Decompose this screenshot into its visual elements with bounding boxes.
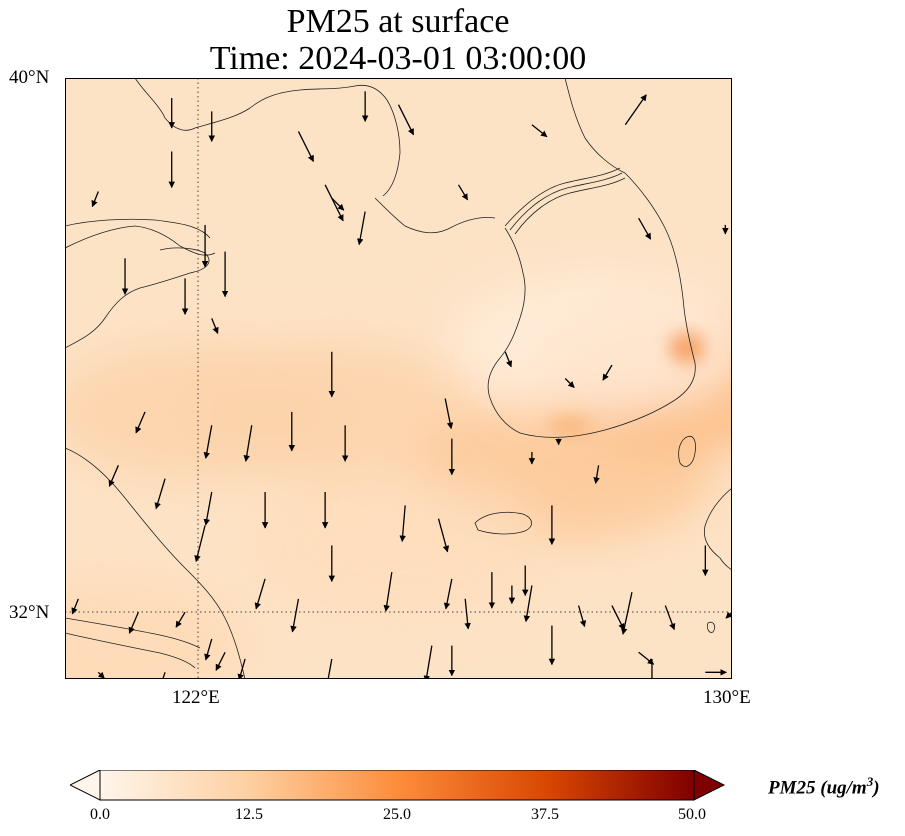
wind-vectors (71, 91, 732, 679)
wind-vector-45 (523, 585, 533, 623)
colorbar-tick-2: 25.0 (383, 806, 411, 823)
wind-vector-27 (243, 425, 253, 462)
wind-vector-47 (611, 605, 625, 631)
wind-vector-56 (254, 578, 266, 610)
korea-border (504, 167, 626, 235)
colorbar-label-text: PM25 (ug/m (768, 777, 867, 799)
wind-vector-35 (203, 491, 213, 526)
wind-vector-5 (531, 124, 548, 138)
kyushu-coast (703, 487, 732, 571)
wind-vector-46 (577, 605, 587, 628)
colorbar-label: PM25 (ug/m3) (768, 774, 880, 799)
wind-vector-33 (108, 465, 119, 487)
hotspot-east-coast (669, 332, 705, 364)
colorbar-extend-low (70, 770, 101, 801)
wind-vector-71 (215, 651, 226, 671)
wind-vector-25 (135, 411, 146, 434)
wind-vector-22 (444, 398, 454, 430)
pm25-region-6 (448, 275, 732, 416)
lon-label-122: 122°E (172, 687, 220, 708)
wind-vector-72 (97, 671, 105, 679)
gridlines (65, 78, 732, 679)
yangtze-estuary (65, 617, 201, 669)
wind-vector-4 (397, 104, 415, 136)
pm25-region-1 (181, 341, 482, 482)
lat-label-40: 40°N (9, 67, 50, 88)
wind-vector-41 (437, 518, 450, 553)
wind-vector-12 (331, 197, 345, 211)
wind-vector-36 (194, 525, 206, 563)
wind-vector-68 (128, 611, 139, 634)
wind-vector-11 (324, 184, 344, 222)
bohai-west-coast (65, 225, 216, 256)
pm25-region-5 (248, 475, 549, 616)
wind-vector-24 (602, 364, 613, 381)
korea-south-coast (519, 399, 676, 438)
wind-vector-21 (504, 351, 513, 368)
colorbar-tick-0: 0.0 (90, 806, 110, 823)
colorbar-gradient (99, 770, 695, 801)
wind-vector-49 (620, 592, 633, 635)
colorbar-label-sup: 3 (866, 774, 874, 789)
wind-vector-44 (464, 598, 471, 630)
wind-vector-66 (638, 651, 655, 665)
wind-vector-60 (423, 645, 433, 679)
map-time: Time: 2024-03-01 03:00:00 (209, 40, 587, 77)
wind-vector-57 (290, 598, 300, 633)
colorbar-label-close: ) (873, 777, 880, 799)
wind-vector-14 (457, 184, 469, 201)
north-border (564, 78, 626, 174)
wind-vector-48 (664, 605, 676, 631)
lon-label-130: 130°E (703, 687, 751, 708)
pm25-region-4 (65, 575, 249, 679)
wind-vector-6 (624, 94, 647, 126)
wind-vector-26 (203, 425, 213, 459)
pm25-field (65, 275, 732, 679)
wind-vector-19 (211, 318, 219, 335)
gotou-islands (706, 621, 716, 633)
wind-vector-8 (91, 191, 99, 208)
wind-vector-59 (383, 572, 393, 612)
colorbar-tick-1: 12.5 (235, 806, 263, 823)
wind-vector-70 (162, 672, 166, 679)
wind-vector-54 (204, 638, 213, 661)
wind-vector-53 (175, 611, 186, 628)
wind-vector-40 (399, 505, 406, 543)
hotspot-south-coast (548, 416, 592, 436)
wind-vector-58 (327, 658, 333, 679)
map-frame (65, 78, 732, 679)
coastlines (65, 78, 732, 679)
wind-vector-55 (237, 658, 246, 679)
lat-label-32: 32°N (9, 602, 50, 623)
colorbar-tick-4: 50.0 (678, 806, 706, 823)
wind-vector-42 (443, 578, 453, 610)
map-title: PM25 at surface (286, 3, 510, 40)
wind-vector-2 (297, 131, 315, 163)
wind-vector-23 (564, 378, 575, 388)
colorbar-tick-3: 37.5 (531, 806, 559, 823)
korea-northwest (374, 197, 496, 234)
wind-vector-69 (71, 598, 79, 615)
wind-vector-52 (593, 465, 600, 484)
shandong-peninsula (65, 247, 210, 349)
wind-vector-15 (638, 217, 652, 240)
korea-east-coast (624, 172, 696, 401)
tsushima-island (678, 436, 696, 467)
jiangsu-coast (65, 447, 246, 679)
wind-vector-34 (154, 478, 166, 510)
colorbar (70, 770, 726, 801)
korea-west-coast (487, 227, 526, 434)
jeju-island (474, 511, 532, 535)
wind-vector-13 (356, 211, 366, 246)
colorbar-extend-high (693, 770, 726, 801)
pm25-map (65, 78, 732, 679)
shandong-north (65, 218, 211, 239)
